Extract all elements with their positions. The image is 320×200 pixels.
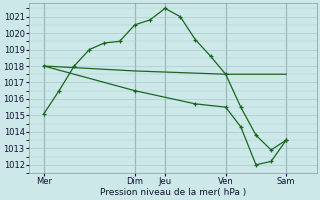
X-axis label: Pression niveau de la mer( hPa ): Pression niveau de la mer( hPa ): [100, 188, 246, 197]
